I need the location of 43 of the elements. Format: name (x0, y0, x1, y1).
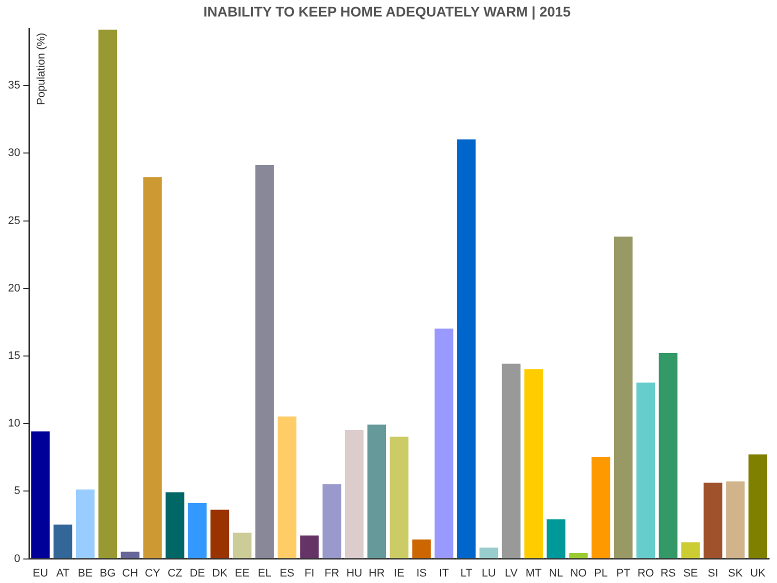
x-tick-label: CY (144, 567, 161, 580)
x-tick-label: PT (616, 567, 631, 580)
x-tick-label: EU (32, 567, 48, 580)
x-tick-label: BG (100, 567, 116, 580)
x-tick-label: DK (212, 567, 228, 580)
y-tick-label: 15 (8, 350, 20, 362)
x-tick-label: PL (594, 567, 608, 580)
y-axis-title: Population (%) (35, 32, 48, 105)
x-tick-label: ES (280, 567, 294, 580)
x-tick-label: MT (526, 567, 542, 580)
x-tick-label: AT (56, 567, 70, 580)
x-tick-label: LU (482, 567, 496, 580)
x-tick-label: SI (708, 567, 718, 580)
x-tick-label: HU (346, 567, 362, 580)
x-tick-label: RS (660, 567, 676, 580)
x-tick-label: BE (78, 567, 93, 580)
y-tick-label: 0 (14, 552, 20, 565)
y-tick-label: 25 (8, 214, 20, 227)
x-tick-label: CZ (168, 567, 183, 580)
x-tick-label: FI (304, 567, 314, 580)
y-tick-label: 10 (8, 418, 20, 430)
x-tick-label: NO (570, 567, 588, 580)
x-tick-label: HR (368, 567, 385, 580)
x-tick-label: EE (234, 567, 250, 580)
x-tick-label: LT (460, 567, 473, 580)
y-tick-label: 35 (8, 80, 20, 92)
x-tick-label: CH (122, 567, 138, 580)
x-tick-label: IS (416, 567, 427, 580)
x-tick-label: SK (728, 567, 744, 580)
x-tick-label: UK (750, 567, 766, 580)
x-tick-label: RO (637, 567, 654, 580)
x-tick-label: EL (258, 567, 272, 580)
x-tick-label: FR (324, 567, 340, 580)
x-tick-label: DE (190, 567, 206, 580)
y-tick-label: 30 (8, 147, 20, 160)
x-tick-label: SE (683, 567, 698, 580)
x-tick-label: IT (439, 567, 450, 580)
y-tick-label: 20 (8, 282, 20, 294)
y-tick-label: 5 (14, 485, 20, 498)
x-tick-label: LV (504, 567, 518, 580)
x-tick-label: IE (394, 567, 404, 580)
chart-title: INABILITY TO KEEP HOME ADEQUATELY WARM | 2015 (203, 3, 571, 20)
x-tick-label: NL (549, 567, 564, 580)
